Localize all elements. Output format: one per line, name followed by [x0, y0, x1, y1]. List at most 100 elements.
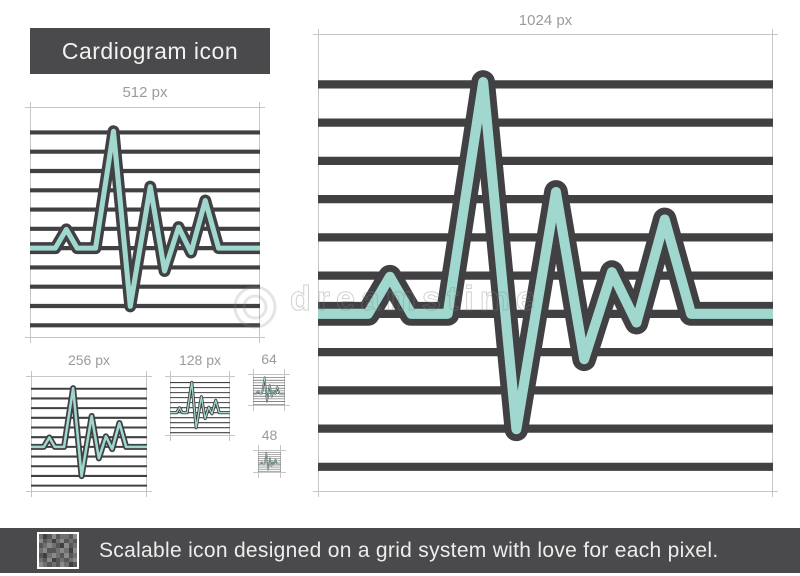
pixel-cell: [55, 534, 61, 539]
pixel-cell: [64, 534, 69, 539]
pixel-cell: [68, 534, 73, 539]
pixel-cell: [60, 552, 65, 558]
pixel-cell: [64, 562, 69, 567]
measure-guide-right: [280, 445, 281, 478]
size-label-64: 64: [261, 351, 277, 367]
icon-preview-512: [25, 102, 265, 343]
pixel-cell: [39, 538, 44, 544]
pixel-cell: [55, 552, 61, 558]
pixel-cell: [47, 557, 52, 563]
icon-preview-256: [26, 371, 152, 497]
pixel-cell: [39, 557, 44, 563]
pixel-cell: [60, 543, 65, 549]
pixel-cell: [72, 562, 77, 567]
pixel-cell: [39, 548, 44, 553]
pixel-cell: [51, 543, 56, 549]
pixel-cell: [55, 543, 61, 549]
pixel-cell: [64, 548, 69, 553]
pixel-cell: [68, 548, 73, 553]
pixel-cell: [64, 552, 69, 558]
measure-guide-right: [772, 29, 773, 497]
pixel-cell: [60, 557, 65, 563]
pixel-cell: [51, 557, 56, 563]
pixel-cell: [51, 534, 56, 539]
size-label-256: 256 px: [67, 352, 111, 368]
icon-preview-48: [253, 445, 286, 478]
pixel-cell: [55, 557, 61, 563]
size-label-48: 48: [261, 427, 278, 443]
pixel-cell: [60, 562, 65, 567]
pixel-cell: [47, 548, 52, 553]
measure-guide-right: [229, 371, 230, 441]
icon-preview-1024: [313, 29, 778, 497]
measure-guide-right: [284, 369, 285, 411]
measure-guide-bottom: [253, 472, 286, 473]
pixel-cell: [55, 562, 61, 567]
measure-guide-bottom: [26, 491, 152, 492]
measure-guide-right: [259, 102, 260, 343]
measure-guide-left: [318, 29, 319, 497]
measure-guide-left: [30, 102, 31, 343]
measure-guide-bottom: [25, 337, 265, 338]
pixel-cell: [68, 557, 73, 563]
size-label-1024: 1024 px: [518, 12, 573, 29]
pixel-cell: [47, 538, 52, 544]
pixel-cell: [43, 557, 48, 563]
pixel-cell: [55, 538, 61, 544]
pixel-cell: [68, 562, 73, 567]
pixel-cell: [68, 552, 73, 558]
measure-guide-bottom: [165, 435, 235, 436]
pixel-cell: [47, 534, 52, 539]
measure-guide-top: [253, 450, 286, 451]
pixel-cell: [55, 548, 61, 553]
pixel-cell: [68, 543, 73, 549]
pixel-cell: [39, 543, 44, 549]
measure-guide-left: [31, 371, 32, 497]
measure-guide-left: [258, 445, 259, 478]
page-title: Cardiogram icon: [61, 37, 239, 64]
pixel-cell: [72, 552, 77, 558]
pixel-cell: [47, 552, 52, 558]
cardiogram-icon: [318, 70, 773, 471]
size-label-128: 128 px: [178, 352, 222, 368]
pixel-cell: [68, 538, 73, 544]
pixel-cell: [72, 538, 77, 544]
pixel-cell: [43, 543, 48, 549]
pixel-cell: [51, 552, 56, 558]
measure-guide-top: [25, 107, 265, 108]
cardiogram-icon: [31, 385, 147, 487]
pixel-cell: [72, 543, 77, 549]
pixel-cell: [64, 557, 69, 563]
pixel-cell: [64, 538, 69, 544]
pixel-cell: [43, 552, 48, 558]
pixel-cell: [51, 538, 56, 544]
footer-banner: Scalable icon designed on a grid system …: [0, 528, 800, 573]
measure-guide-top: [165, 376, 235, 377]
icon-preview-64: [248, 369, 290, 411]
pixel-cell: [60, 548, 65, 553]
title-plate: Cardiogram icon: [30, 28, 270, 74]
pixel-grid-icon: [37, 532, 79, 569]
measure-guide-bottom: [248, 405, 290, 406]
pixel-cell: [43, 562, 48, 567]
measure-guide-top: [313, 34, 778, 35]
size-label-512: 512 px: [122, 84, 168, 101]
pixel-cell: [39, 562, 44, 567]
pixel-cell: [47, 543, 52, 549]
pixel-cell: [72, 548, 77, 553]
measure-guide-left: [253, 369, 254, 411]
cardiogram-icon: [170, 380, 230, 434]
pixel-cell: [60, 538, 65, 544]
cardiogram-icon: [258, 451, 281, 472]
measure-guide-top: [248, 374, 290, 375]
pixel-cell: [43, 538, 48, 544]
pixel-cell: [64, 543, 69, 549]
pixel-cell: [39, 552, 44, 558]
pixel-cell: [43, 534, 48, 539]
pixel-cell: [47, 562, 52, 567]
cardiogram-icon: [253, 376, 285, 405]
icon-preview-128: [165, 371, 235, 441]
cardiogram-icon: [30, 125, 260, 328]
pixel-cell: [72, 534, 77, 539]
